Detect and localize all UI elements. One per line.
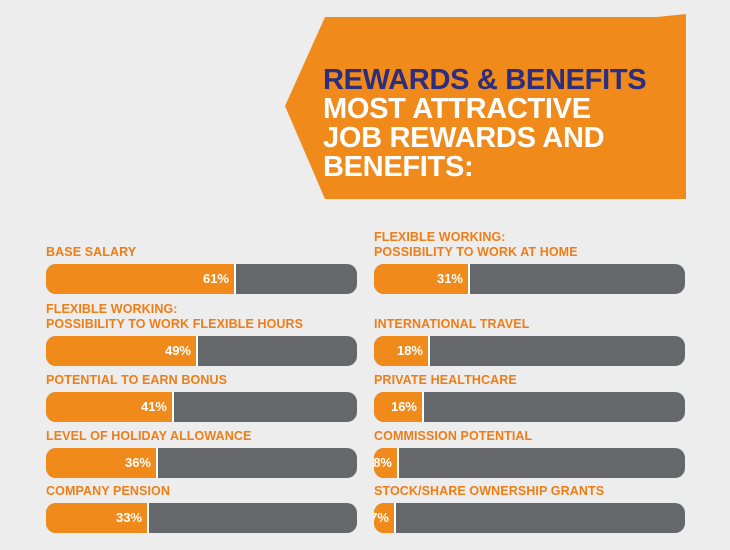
bar-category-label-line: LEVEL OF HOLIDAY ALLOWANCE	[46, 429, 252, 443]
bar-fill: 36%	[46, 448, 158, 478]
bar-track: 8%	[374, 448, 685, 478]
bar-track: 36%	[46, 448, 357, 478]
bar-fill: 61%	[46, 264, 236, 294]
bar-fill: 31%	[374, 264, 470, 294]
bar-category-label: STOCK/SHARE OWNERSHIP GRANTS	[374, 484, 604, 499]
bar-category-label: PRIVATE HEALTHCARE	[374, 373, 517, 388]
bar-category-label-line: FLEXIBLE WORKING:	[46, 302, 178, 316]
bar-category-label: FLEXIBLE WORKING: POSSIBILITY TO WORK AT …	[374, 230, 578, 260]
bar-fill: 8%	[374, 448, 399, 478]
bar-value-label: 8%	[374, 455, 392, 470]
bar-fill: 49%	[46, 336, 198, 366]
bar-value-label: 49%	[164, 343, 191, 358]
chart-subtitle-line-3: BENEFITS:	[323, 151, 474, 183]
bar-value-label: 41%	[140, 399, 167, 414]
bar-value-label: 7%	[374, 510, 389, 525]
bar-track: 61%	[46, 264, 357, 294]
bar-category-label-line: POSSIBILITY TO WORK FLEXIBLE HOURS	[46, 317, 304, 331]
bar-category-label-line: COMPANY PENSION	[46, 484, 170, 498]
bar-category-label-line: POSSIBILITY TO WORK AT HOME	[374, 245, 578, 259]
bar-fill: 7%	[374, 503, 396, 533]
bar-category-label: COMMISSION POTENTIAL	[374, 429, 532, 444]
bar-track: 31%	[374, 264, 685, 294]
bar-value-label: 36%	[124, 455, 151, 470]
chart-title: REWARDS & BENEFITS	[323, 64, 647, 96]
banner-text: REWARDS & BENEFITS MOST ATTRACTIVE JOB R…	[323, 64, 647, 183]
bar-category-label-line: FLEXIBLE WORKING:	[374, 230, 506, 244]
bar-category-label: POTENTIAL TO EARN BONUS	[46, 373, 227, 388]
bar-category-label-line: INTERNATIONAL TRAVEL	[374, 317, 530, 331]
bar-value-label: 18%	[396, 343, 423, 358]
bar-track: 16%	[374, 392, 685, 422]
bar-category-label: COMPANY PENSION	[46, 484, 170, 499]
bar-category-label: LEVEL OF HOLIDAY ALLOWANCE	[46, 429, 251, 444]
header-banner: REWARDS & BENEFITS MOST ATTRACTIVE JOB R…	[285, 14, 686, 199]
bar-category-label-line: PRIVATE HEALTHCARE	[374, 373, 517, 387]
bar-fill: 18%	[374, 336, 430, 366]
bar-track: 33%	[46, 503, 357, 533]
bar-category-label-line: COMMISSION POTENTIAL	[374, 429, 533, 443]
bar-value-label: 16%	[390, 399, 417, 414]
bar-fill: 41%	[46, 392, 174, 422]
bar-track: 41%	[46, 392, 357, 422]
bar-category-label-line: STOCK/SHARE OWNERSHIP GRANTS	[374, 484, 605, 498]
bar-fill: 16%	[374, 392, 424, 422]
bar-value-label: 33%	[115, 510, 142, 525]
bar-fill: 33%	[46, 503, 149, 533]
bar-value-label: 31%	[436, 271, 463, 286]
bar-category-label-line: BASE SALARY	[46, 245, 137, 259]
bar-category-label-line: POTENTIAL TO EARN BONUS	[46, 373, 228, 387]
bar-track: 18%	[374, 336, 685, 366]
bar-track: 49%	[46, 336, 357, 366]
bar-category-label: BASE SALARY	[46, 245, 136, 260]
bar-value-label: 61%	[202, 271, 229, 286]
banner-arrow-shape	[285, 14, 686, 199]
chart-subtitle-line-2: JOB REWARDS AND	[323, 122, 605, 154]
bar-category-label: INTERNATIONAL TRAVEL	[374, 317, 529, 332]
bar-category-label: FLEXIBLE WORKING: POSSIBILITY TO WORK FLE…	[46, 302, 303, 332]
chart-subtitle-line-1: MOST ATTRACTIVE	[323, 93, 591, 125]
bar-track: 7%	[374, 503, 685, 533]
